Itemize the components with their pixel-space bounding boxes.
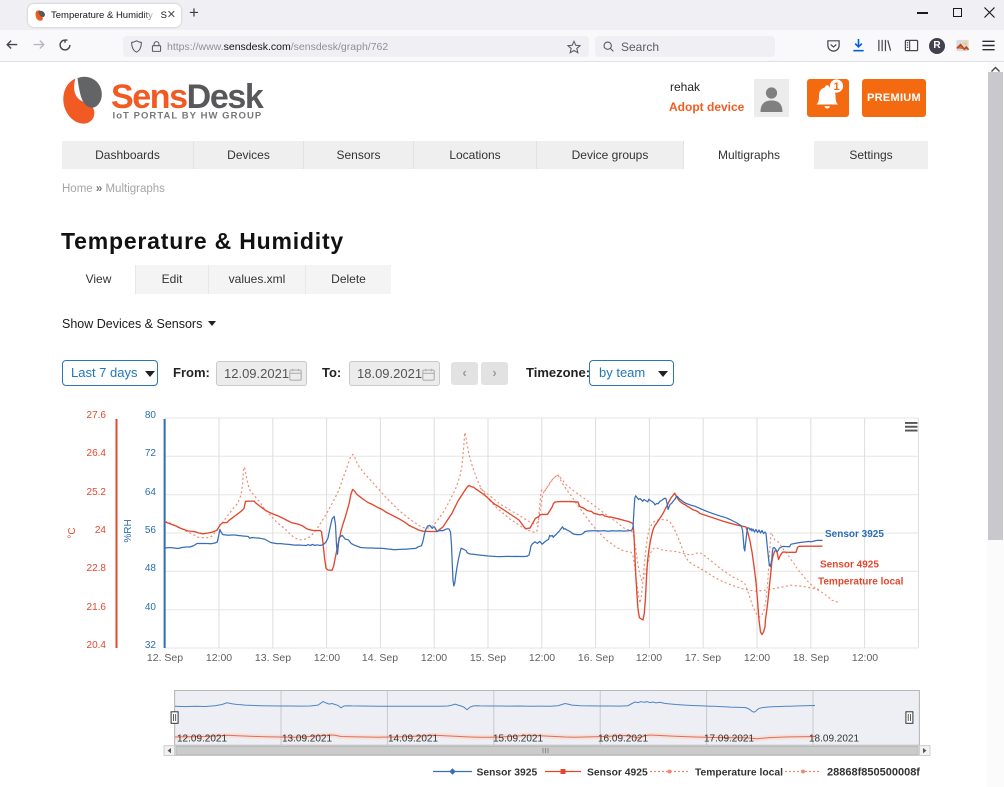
svg-text:26.4: 26.4 bbox=[87, 448, 107, 459]
svg-text:64: 64 bbox=[145, 487, 157, 498]
svg-text:12:00: 12:00 bbox=[636, 652, 662, 664]
svg-text:IoT PORTAL BY HW GROUP: IoT PORTAL BY HW GROUP bbox=[113, 111, 263, 122]
svg-text:80: 80 bbox=[145, 410, 157, 421]
svg-text:14. Sep: 14. Sep bbox=[362, 652, 398, 664]
svg-text:18. Sep: 18. Sep bbox=[793, 652, 829, 664]
svg-text:27.6: 27.6 bbox=[87, 410, 107, 421]
svg-text:21.6: 21.6 bbox=[87, 602, 107, 613]
svg-text:Sensor 4925: Sensor 4925 bbox=[587, 768, 648, 779]
svg-text:28868f850500008f: 28868f850500008f bbox=[827, 767, 920, 779]
svg-text:12:00: 12:00 bbox=[744, 652, 770, 664]
svg-text:15.09.2021: 15.09.2021 bbox=[493, 734, 543, 745]
svg-text:16.09.2021: 16.09.2021 bbox=[598, 734, 648, 745]
svg-text:12. Sep: 12. Sep bbox=[147, 652, 183, 664]
svg-text:12:00: 12:00 bbox=[206, 652, 232, 664]
svg-text:48: 48 bbox=[145, 563, 157, 574]
svg-text:Sensor 3925: Sensor 3925 bbox=[477, 768, 538, 779]
svg-text:13. Sep: 13. Sep bbox=[255, 652, 291, 664]
svg-text:%RH: %RH bbox=[123, 519, 134, 542]
svg-text:1: 1 bbox=[833, 81, 839, 93]
svg-text:12:00: 12:00 bbox=[314, 652, 340, 664]
svg-text:Sensor 3925: Sensor 3925 bbox=[825, 529, 884, 540]
svg-text:15. Sep: 15. Sep bbox=[470, 652, 506, 664]
svg-text:24: 24 bbox=[95, 525, 107, 536]
svg-text:°C: °C bbox=[67, 527, 78, 538]
svg-text:14.09.2021: 14.09.2021 bbox=[388, 734, 438, 745]
svg-text:32: 32 bbox=[145, 640, 157, 651]
svg-text:12:00: 12:00 bbox=[529, 652, 555, 664]
svg-text:12.09.2021: 12.09.2021 bbox=[177, 734, 227, 745]
svg-text:40: 40 bbox=[145, 602, 157, 613]
svg-text:Sensor 4925: Sensor 4925 bbox=[820, 560, 879, 571]
svg-text:12:00: 12:00 bbox=[421, 652, 447, 664]
svg-text:17. Sep: 17. Sep bbox=[685, 652, 721, 664]
svg-text:Temperature local: Temperature local bbox=[695, 768, 783, 779]
svg-text:13.09.2021: 13.09.2021 bbox=[282, 734, 332, 745]
svg-text:17.09.2021: 17.09.2021 bbox=[704, 734, 754, 745]
svg-text:SensDesk: SensDesk bbox=[111, 78, 264, 116]
svg-text:20.4: 20.4 bbox=[87, 640, 107, 651]
svg-text:12:00: 12:00 bbox=[852, 652, 878, 664]
svg-text:18.09.2021: 18.09.2021 bbox=[809, 734, 859, 745]
svg-text:56: 56 bbox=[145, 525, 157, 536]
svg-text:25.2: 25.2 bbox=[87, 487, 107, 498]
svg-text:22.8: 22.8 bbox=[87, 563, 107, 574]
svg-text:Temperature local: Temperature local bbox=[818, 577, 904, 588]
svg-text:72: 72 bbox=[145, 448, 157, 459]
svg-text:16. Sep: 16. Sep bbox=[578, 652, 614, 664]
